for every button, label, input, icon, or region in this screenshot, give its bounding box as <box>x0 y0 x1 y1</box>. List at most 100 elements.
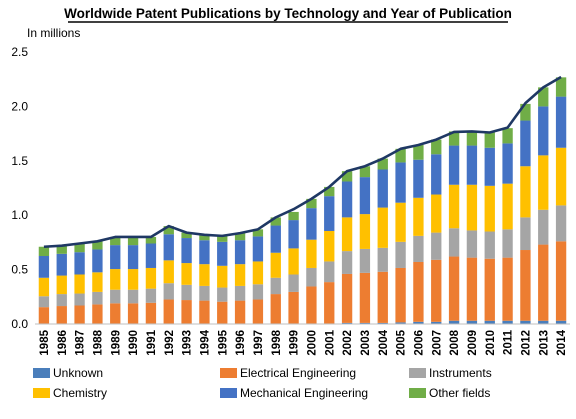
bar-2011-series-3 <box>502 183 513 230</box>
bar-1998-series-1 <box>270 294 281 324</box>
bar-1997-series-1 <box>252 299 264 324</box>
x-tick-label-1986: 1986 <box>57 330 69 356</box>
bar-2001-series-4 <box>324 196 335 231</box>
x-tick-label-2010: 2010 <box>485 330 497 356</box>
bar-1996-series-1 <box>234 300 246 324</box>
bar-2007-series-2 <box>431 232 442 260</box>
y-tick-label-3: 1.5 <box>11 154 28 168</box>
bar-2012-series-3 <box>520 166 531 218</box>
bar-2010-series-1 <box>484 258 495 321</box>
bar-2004-series-0 <box>377 322 388 324</box>
bar-1991-series-3 <box>145 267 157 289</box>
bar-1987-series-4 <box>74 252 85 275</box>
bar-2011-series-4 <box>502 143 513 184</box>
bar-2001-series-3 <box>324 230 335 262</box>
bar-1990-series-4 <box>127 245 139 270</box>
legend-swatch-4 <box>220 388 237 398</box>
bar-1998-series-2 <box>270 277 281 295</box>
bar-1985-series-3 <box>38 277 50 297</box>
y-axis: 0.0 0.5 1.0 1.5 2.0 2.5 <box>11 45 28 331</box>
bar-2004-series-4 <box>377 169 388 208</box>
bar-1995-series-1 <box>217 301 228 324</box>
bar-1993-series-1 <box>181 300 192 324</box>
bar-1989-series-1 <box>110 303 121 324</box>
legend-swatch-3 <box>33 388 50 398</box>
bar-1990-series-2 <box>127 289 139 304</box>
x-tick-label-1988: 1988 <box>92 329 104 355</box>
bar-1985-series-4 <box>38 256 50 278</box>
bar-1985-series-2 <box>38 296 50 308</box>
bar-1993-series-5 <box>181 232 192 239</box>
bar-2008-series-5 <box>448 131 460 146</box>
x-tick-label-2003: 2003 <box>360 330 372 356</box>
bar-2000-series-2 <box>306 267 317 287</box>
bar-2006-series-5 <box>413 145 424 160</box>
bar-1995-series-3 <box>217 265 228 288</box>
x-tick-label-1998: 1998 <box>271 329 283 355</box>
bar-1991-series-1 <box>145 302 157 324</box>
bar-2011-series-5 <box>502 128 513 144</box>
y-tick-label-1: 0.5 <box>11 263 28 277</box>
bar-2000-series-5 <box>306 198 317 209</box>
bar-1999-series-4 <box>288 220 299 249</box>
x-tick-label-1992: 1992 <box>164 330 176 356</box>
bar-1991-series-2 <box>145 288 157 303</box>
x-tick-label-1989: 1989 <box>110 330 122 356</box>
bar-1986-series-5 <box>56 245 67 254</box>
bar-1989-series-3 <box>110 269 121 290</box>
bar-1998-series-5 <box>270 217 281 226</box>
x-tick-label-2006: 2006 <box>413 330 425 356</box>
legend-swatch-5 <box>409 388 426 398</box>
bar-2005-series-5 <box>395 148 406 163</box>
total-line <box>43 75 562 249</box>
x-tick-label-2009: 2009 <box>467 330 479 356</box>
bar-1987-series-5 <box>74 243 85 253</box>
bar-2008-series-2 <box>448 228 460 257</box>
x-tick-label-1997: 1997 <box>253 330 265 356</box>
y-axis-unit-label: In millions <box>27 26 80 40</box>
bar-2014-series-5 <box>555 77 567 97</box>
bar-2009-series-4 <box>466 145 478 185</box>
bar-2011-series-2 <box>502 229 513 258</box>
bar-2002-series-2 <box>341 251 353 274</box>
bar-2001-series-1 <box>324 282 335 324</box>
bar-2001-series-2 <box>324 261 335 283</box>
bar-2003-series-3 <box>359 214 371 249</box>
bar-2013-series-4 <box>538 106 549 156</box>
x-tick-label-1987: 1987 <box>75 330 87 356</box>
legend-label-3: Chemistry <box>53 386 107 400</box>
bar-1992-series-3 <box>163 260 174 284</box>
legend-label-0: Unknown <box>53 366 103 380</box>
bar-1997-series-4 <box>252 236 264 262</box>
bar-1998-series-3 <box>270 252 281 278</box>
x-tick-label-1994: 1994 <box>199 329 211 355</box>
bar-1987-series-1 <box>74 305 85 324</box>
legend-label-1: Electrical Engineering <box>240 366 356 380</box>
x-tick-label-1995: 1995 <box>217 329 229 355</box>
bar-1992-series-1 <box>163 299 174 324</box>
bar-1994-series-1 <box>199 300 210 324</box>
bar-2013-series-5 <box>538 87 549 107</box>
x-tick-label-2011: 2011 <box>503 329 515 355</box>
legend-label-4: Mechanical Engineering <box>240 386 368 400</box>
legend-label-2: Instruments <box>429 366 492 380</box>
bar-1985-series-1 <box>38 307 50 324</box>
bar-1995-series-4 <box>217 241 228 266</box>
bar-2002-series-0 <box>341 322 353 324</box>
bar-2007-series-4 <box>431 154 442 195</box>
x-tick-label-2000: 2000 <box>306 330 318 356</box>
bar-2010-series-5 <box>484 132 495 148</box>
bar-1993-series-2 <box>181 284 192 301</box>
bar-2008-series-1 <box>448 256 460 321</box>
bar-1991-series-5 <box>145 236 157 244</box>
bar-1996-series-4 <box>234 240 246 265</box>
bar-2003-series-5 <box>359 166 371 178</box>
bar-1990-series-5 <box>127 236 139 246</box>
bar-2007-series-0 <box>431 321 442 324</box>
x-tick-label-1985: 1985 <box>39 329 51 355</box>
bar-1990-series-3 <box>127 269 139 290</box>
bar-1994-series-5 <box>199 234 210 241</box>
bar-2007-series-1 <box>431 259 442 322</box>
y-tick-label-2: 1.0 <box>11 208 28 222</box>
